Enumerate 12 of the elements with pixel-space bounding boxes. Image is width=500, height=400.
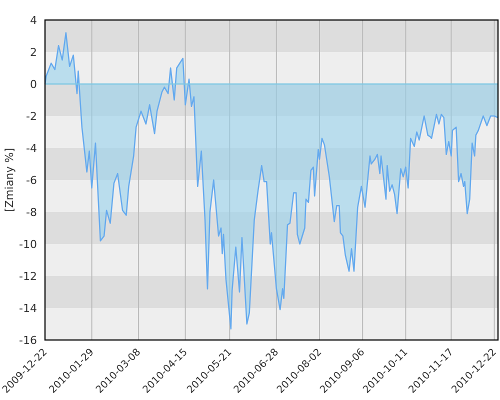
y-tick-label: -4 (26, 142, 37, 155)
y-tick-label: 4 (30, 14, 37, 27)
y-tick-label: -10 (19, 238, 37, 251)
y-tick-label: -6 (26, 174, 37, 187)
y-tick-label: 0 (30, 78, 37, 91)
y-tick-label: -8 (26, 206, 37, 219)
y-tick-label: -16 (19, 334, 37, 347)
y-tick-label: -14 (19, 302, 37, 315)
y-axis-title: [Zmiany %] (3, 148, 16, 212)
y-tick-label: -2 (26, 110, 37, 123)
y-tick-label: -12 (19, 270, 37, 283)
y-tick-label: 2 (30, 46, 37, 59)
